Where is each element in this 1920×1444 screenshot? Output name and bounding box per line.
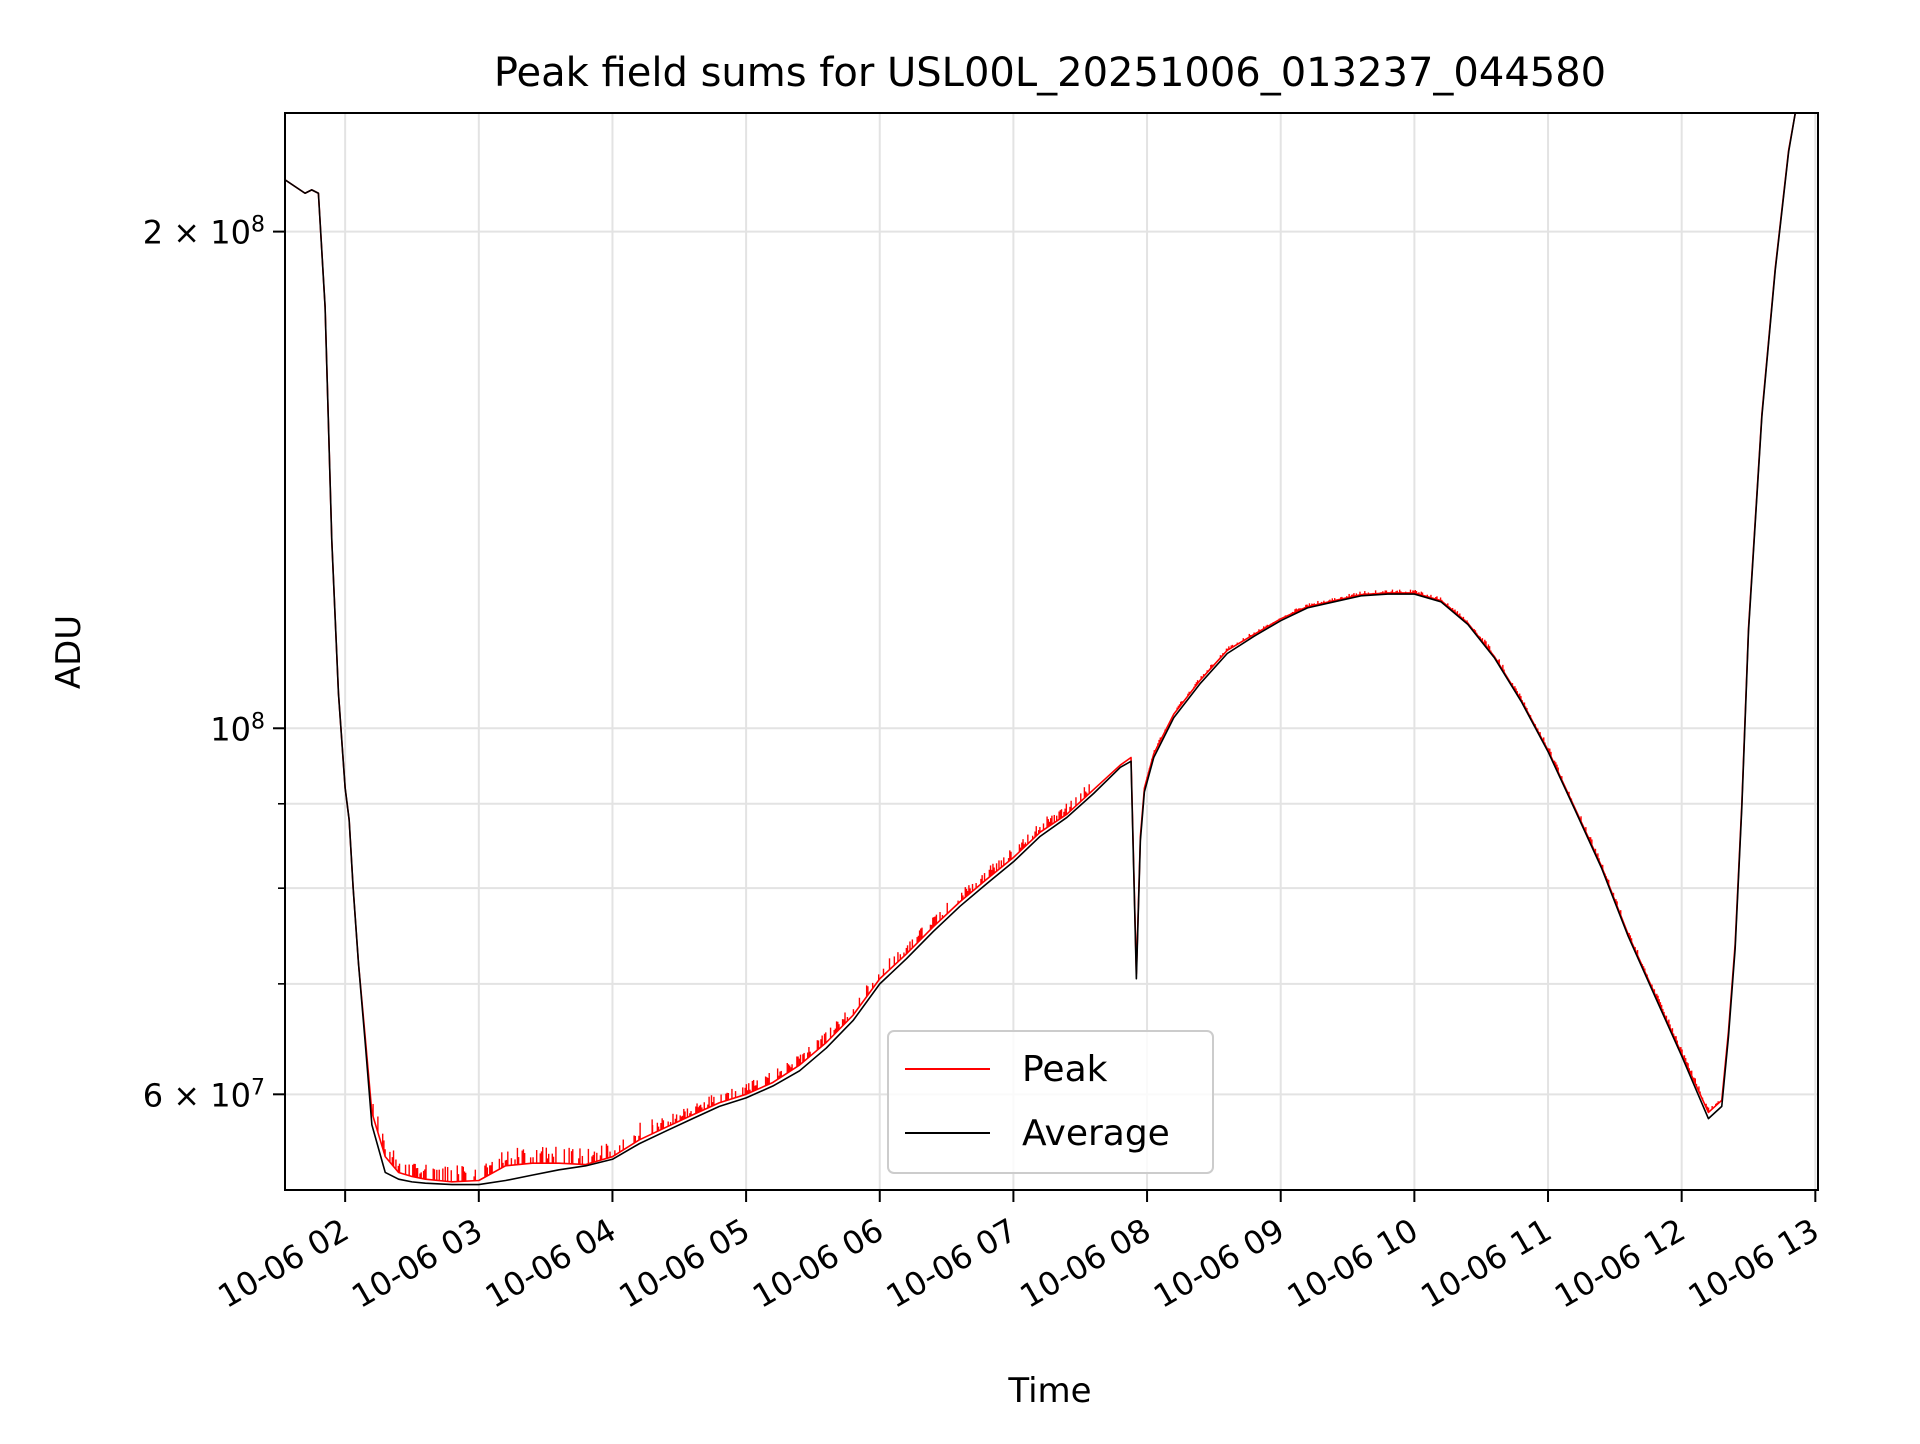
grid-layer bbox=[285, 113, 1818, 1190]
y-tick-label: 6 × 107 bbox=[143, 1075, 265, 1115]
y-tick-mantissa: 6 × 10 bbox=[143, 1076, 251, 1114]
legend-frame bbox=[887, 1030, 1214, 1174]
y-tick-mantissa: 2 × 10 bbox=[143, 214, 251, 252]
y-tick-label: 108 bbox=[210, 709, 265, 749]
y-axis-label: ADU bbox=[49, 615, 89, 689]
x-axis-label: Time bbox=[1007, 1371, 1091, 1411]
y-tick-exponent: 7 bbox=[251, 1075, 265, 1100]
legend-label-average: Average bbox=[1022, 1113, 1170, 1154]
legend-label-peak: Peak bbox=[1022, 1049, 1108, 1090]
series-line-average bbox=[285, 113, 1809, 1186]
y-tick-label: 2 × 108 bbox=[143, 212, 265, 252]
y-tick-exponent: 8 bbox=[251, 212, 265, 237]
chart-title: Peak field sums for USL00L_20251006_0132… bbox=[494, 50, 1606, 96]
plot-frame bbox=[284, 112, 1819, 1191]
series-layer bbox=[285, 113, 1809, 1186]
legend-entries: Peak Average bbox=[905, 1049, 1170, 1154]
legend: Peak Average bbox=[887, 1030, 1214, 1174]
y-tick-base: 10 bbox=[210, 710, 251, 748]
series-line-peak bbox=[285, 113, 1809, 1183]
y-tick-exponent: 8 bbox=[251, 709, 265, 734]
